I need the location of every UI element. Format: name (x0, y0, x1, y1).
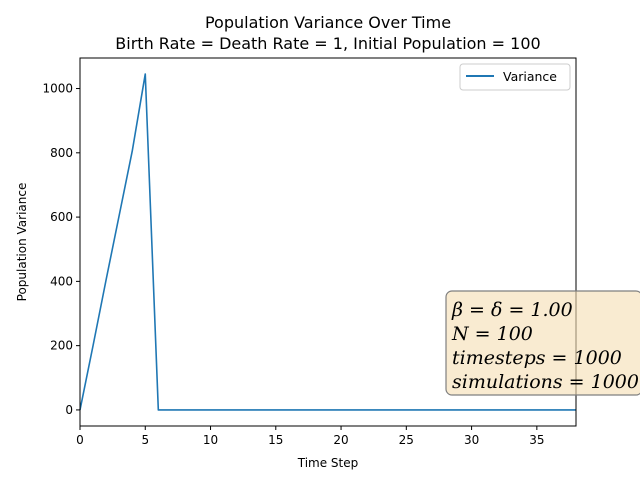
series-line-variance (79, 73, 576, 411)
y-tick-label: 200 (50, 339, 73, 353)
y-tick-label: 600 (50, 210, 73, 224)
x-axis-label: Time Step (297, 456, 359, 470)
x-tick-label: 30 (464, 433, 479, 447)
y-tick-label: 800 (50, 146, 73, 160)
x-tick-label: 10 (203, 433, 218, 447)
annotation-line-population: N = 100 (451, 323, 533, 345)
legend: Variance (459, 63, 571, 91)
y-axis-label: Population Variance (15, 183, 29, 302)
parameters-annotation: β = δ = 1.00 N = 100 timesteps = 1000 si… (445, 290, 640, 396)
y-tick-label: 1000 (42, 82, 73, 96)
legend-entry-variance: Variance (503, 69, 557, 84)
x-tick-label: 35 (529, 433, 544, 447)
legend-box (459, 63, 571, 91)
annotation-line-timesteps: timesteps = 1000 (452, 347, 622, 369)
y-tick-label: 0 (65, 403, 73, 417)
y-tick-label: 400 (50, 274, 73, 288)
x-tick-label: 0 (76, 433, 84, 447)
annotation-line-rates: β = δ = 1.00 (451, 299, 573, 321)
x-tick-label: 20 (333, 433, 348, 447)
chart-title: Population Variance Over Time (205, 13, 451, 32)
x-axis-ticks: 0 5 10 15 20 25 30 35 (76, 426, 544, 447)
x-tick-label: 5 (141, 433, 149, 447)
chart-subtitle: Birth Rate = Death Rate = 1, Initial Pop… (115, 34, 540, 53)
y-axis-ticks: 0 200 400 600 800 1000 (42, 82, 80, 417)
annotation-box (445, 290, 640, 396)
axes-border (79, 57, 577, 427)
annotation-line-simulations: simulations = 1000 (452, 371, 639, 393)
x-tick-label: 15 (268, 433, 283, 447)
x-tick-label: 25 (399, 433, 414, 447)
series-layer (79, 73, 576, 411)
